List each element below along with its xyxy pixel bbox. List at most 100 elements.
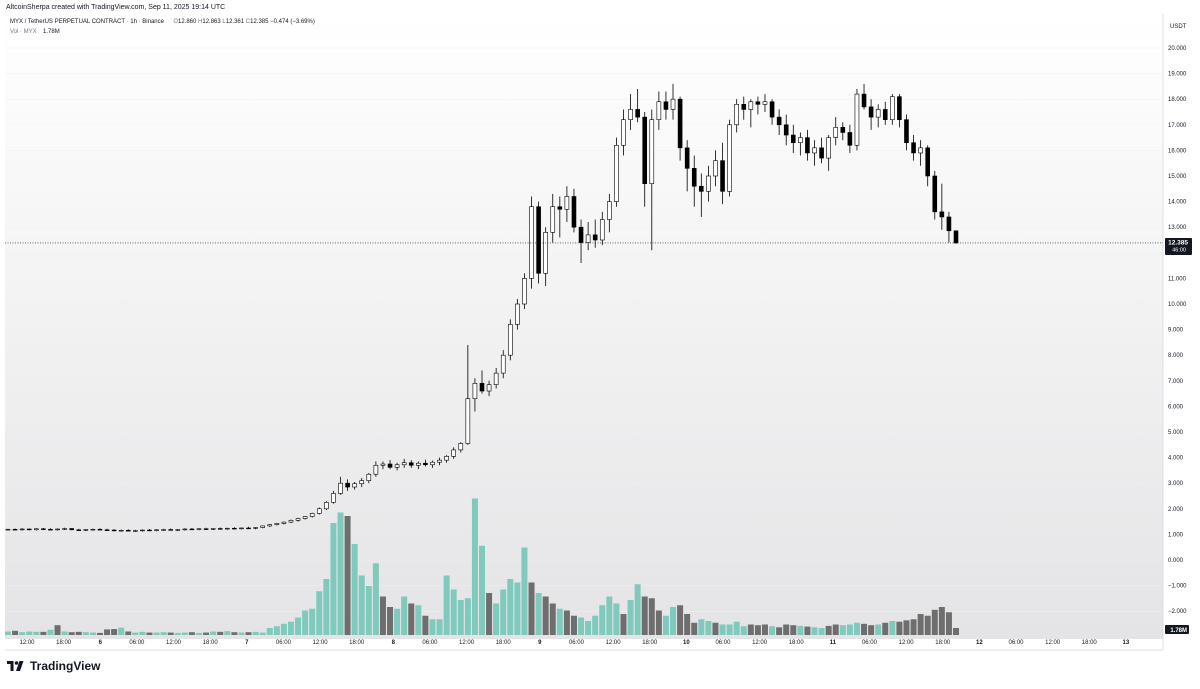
candle-body <box>932 175 938 213</box>
candle <box>324 501 329 511</box>
candle-body <box>444 456 449 461</box>
candle <box>578 219 584 264</box>
candle-body <box>515 303 520 325</box>
candle <box>529 196 534 289</box>
candle-body <box>798 137 803 144</box>
candle <box>868 99 874 130</box>
candle <box>663 91 669 120</box>
candle-body <box>189 528 195 531</box>
change-value: −0.474 (−3.69%) <box>270 19 315 25</box>
candle-body <box>12 528 18 531</box>
candle-body <box>656 101 662 120</box>
interval-label[interactable]: 1h <box>130 19 137 25</box>
candle-body <box>239 527 244 530</box>
volume-bar <box>740 626 747 635</box>
volume-bar <box>479 545 485 635</box>
time-tick-label: 12:00 <box>752 640 768 646</box>
time-axis[interactable]: 12:00 18:00 6 06:00 12:00 18:00 7 06:00 12:00 18:… <box>19 640 1129 646</box>
open-value: 12.860 <box>178 19 197 25</box>
volume-bar <box>542 596 549 635</box>
close-label: C <box>245 19 251 25</box>
volume-bar <box>210 631 217 635</box>
price-tick-label: 17.000 <box>1168 123 1187 129</box>
candle <box>274 522 280 526</box>
volume-bar <box>634 584 641 635</box>
candle-body <box>203 528 209 530</box>
volume-bar <box>606 596 613 635</box>
volume-bar <box>705 621 712 635</box>
candle-body <box>557 206 563 210</box>
tradingview-brand[interactable]: TradingView <box>7 659 100 673</box>
candle <box>755 96 761 115</box>
candle <box>628 94 633 130</box>
candle-body <box>486 384 492 392</box>
candle-body <box>699 185 704 192</box>
volume-bar <box>125 631 132 635</box>
candle <box>677 96 683 161</box>
volume-bar <box>776 627 783 635</box>
candle-body <box>69 528 74 531</box>
symbol-name[interactable]: MYX / TetherUS PERPETUAL CONTRACT <box>10 19 125 25</box>
candle <box>642 112 648 207</box>
price-tick-label: 18.000 <box>1168 97 1187 103</box>
volume-bar <box>521 547 528 635</box>
candle-body <box>953 230 959 244</box>
volume-legend-label[interactable]: Vol · MYX <box>10 29 37 35</box>
volume-bar <box>89 632 96 635</box>
time-tick-label: 06:00 <box>276 640 292 646</box>
volume-bar <box>259 632 266 635</box>
candle <box>776 109 782 136</box>
candle <box>621 109 626 156</box>
time-tick-label: 9 <box>538 640 542 646</box>
time-tick-label: 6 <box>99 640 103 646</box>
volume-bar <box>500 589 507 635</box>
candle <box>19 528 25 531</box>
candle-body <box>706 175 711 192</box>
volume-bar <box>104 629 111 635</box>
candle-body <box>260 525 265 528</box>
candle-body <box>352 483 357 488</box>
candle-body <box>345 482 350 488</box>
candle-body <box>897 96 902 120</box>
candle-body <box>168 529 174 531</box>
volume-tag: 1.78M <box>1165 625 1189 634</box>
candle-body <box>161 529 166 531</box>
volume-bar <box>245 632 252 635</box>
candle <box>614 137 619 207</box>
candle-body <box>253 527 258 529</box>
candle-body <box>451 449 457 457</box>
time-tick-label: 18:00 <box>496 640 512 646</box>
candle-body <box>97 528 103 531</box>
candle-body <box>401 462 407 466</box>
candle <box>479 370 485 394</box>
symbol-legend: MYX / TetherUS PERPETUAL CONTRACT · 1h ·… <box>10 19 315 25</box>
volume-bar <box>677 605 684 635</box>
price-tick-label: 1.000 <box>1168 532 1184 538</box>
volume-bar <box>712 622 719 635</box>
candle-body <box>48 528 53 531</box>
candle <box>571 188 577 233</box>
volume-bar <box>945 612 952 635</box>
candle-body <box>663 101 669 110</box>
candle <box>826 135 831 171</box>
volume-bar <box>68 632 75 635</box>
price-tick-label: 16.000 <box>1168 148 1187 154</box>
time-tick-label: 06:00 <box>569 640 585 646</box>
volume-bar <box>188 632 195 635</box>
candle <box>210 528 216 531</box>
candle-body <box>564 196 570 210</box>
volume-bar <box>365 586 372 635</box>
price-axis[interactable]: 20.000 19.000 18.000 17.000 16.000 15.000 14.0… <box>1168 46 1187 615</box>
time-tick-label: 12 <box>976 640 983 646</box>
candle-body <box>232 527 237 530</box>
volume-bar <box>896 621 903 635</box>
time-tick-label: 12:00 <box>166 640 182 646</box>
candle-body <box>939 211 945 218</box>
candle-body <box>769 101 775 118</box>
volume-bar <box>846 624 853 635</box>
candle <box>720 142 725 205</box>
candle <box>812 140 817 166</box>
candle-body <box>840 127 846 133</box>
